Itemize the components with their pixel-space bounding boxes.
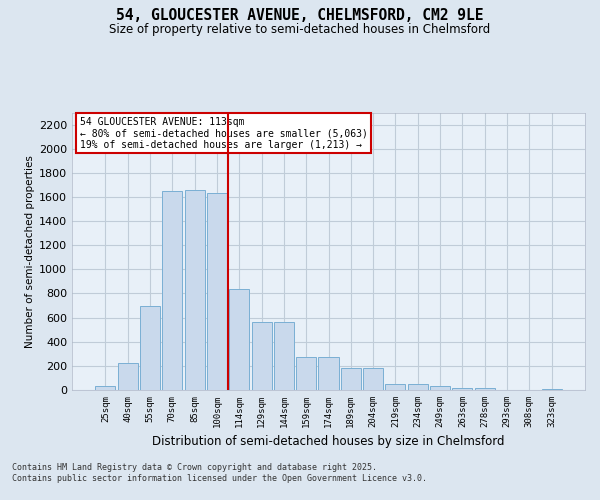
Bar: [251, 322, 272, 390]
Bar: [319, 358, 338, 390]
Bar: [341, 368, 361, 390]
Bar: [207, 194, 227, 390]
Bar: [95, 386, 115, 390]
X-axis label: Distribution of semi-detached houses by size in Chelmsford: Distribution of semi-detached houses by …: [152, 436, 505, 448]
Bar: [140, 306, 160, 390]
Bar: [229, 288, 249, 390]
Bar: [296, 358, 316, 390]
Y-axis label: Number of semi-detached properties: Number of semi-detached properties: [25, 155, 35, 348]
Bar: [475, 388, 495, 390]
Bar: [385, 384, 406, 390]
Text: Contains HM Land Registry data © Crown copyright and database right 2025.: Contains HM Land Registry data © Crown c…: [12, 462, 377, 471]
Text: Size of property relative to semi-detached houses in Chelmsford: Size of property relative to semi-detach…: [109, 22, 491, 36]
Bar: [185, 190, 205, 390]
Text: 54 GLOUCESTER AVENUE: 113sqm
← 80% of semi-detached houses are smaller (5,063)
1: 54 GLOUCESTER AVENUE: 113sqm ← 80% of se…: [80, 116, 368, 150]
Text: Contains public sector information licensed under the Open Government Licence v3: Contains public sector information licen…: [12, 474, 427, 483]
Text: 54, GLOUCESTER AVENUE, CHELMSFORD, CM2 9LE: 54, GLOUCESTER AVENUE, CHELMSFORD, CM2 9…: [116, 8, 484, 22]
Bar: [162, 191, 182, 390]
Bar: [118, 364, 138, 390]
Bar: [363, 368, 383, 390]
Bar: [430, 386, 450, 390]
Bar: [542, 389, 562, 390]
Bar: [452, 388, 472, 390]
Bar: [274, 322, 294, 390]
Bar: [408, 384, 428, 390]
